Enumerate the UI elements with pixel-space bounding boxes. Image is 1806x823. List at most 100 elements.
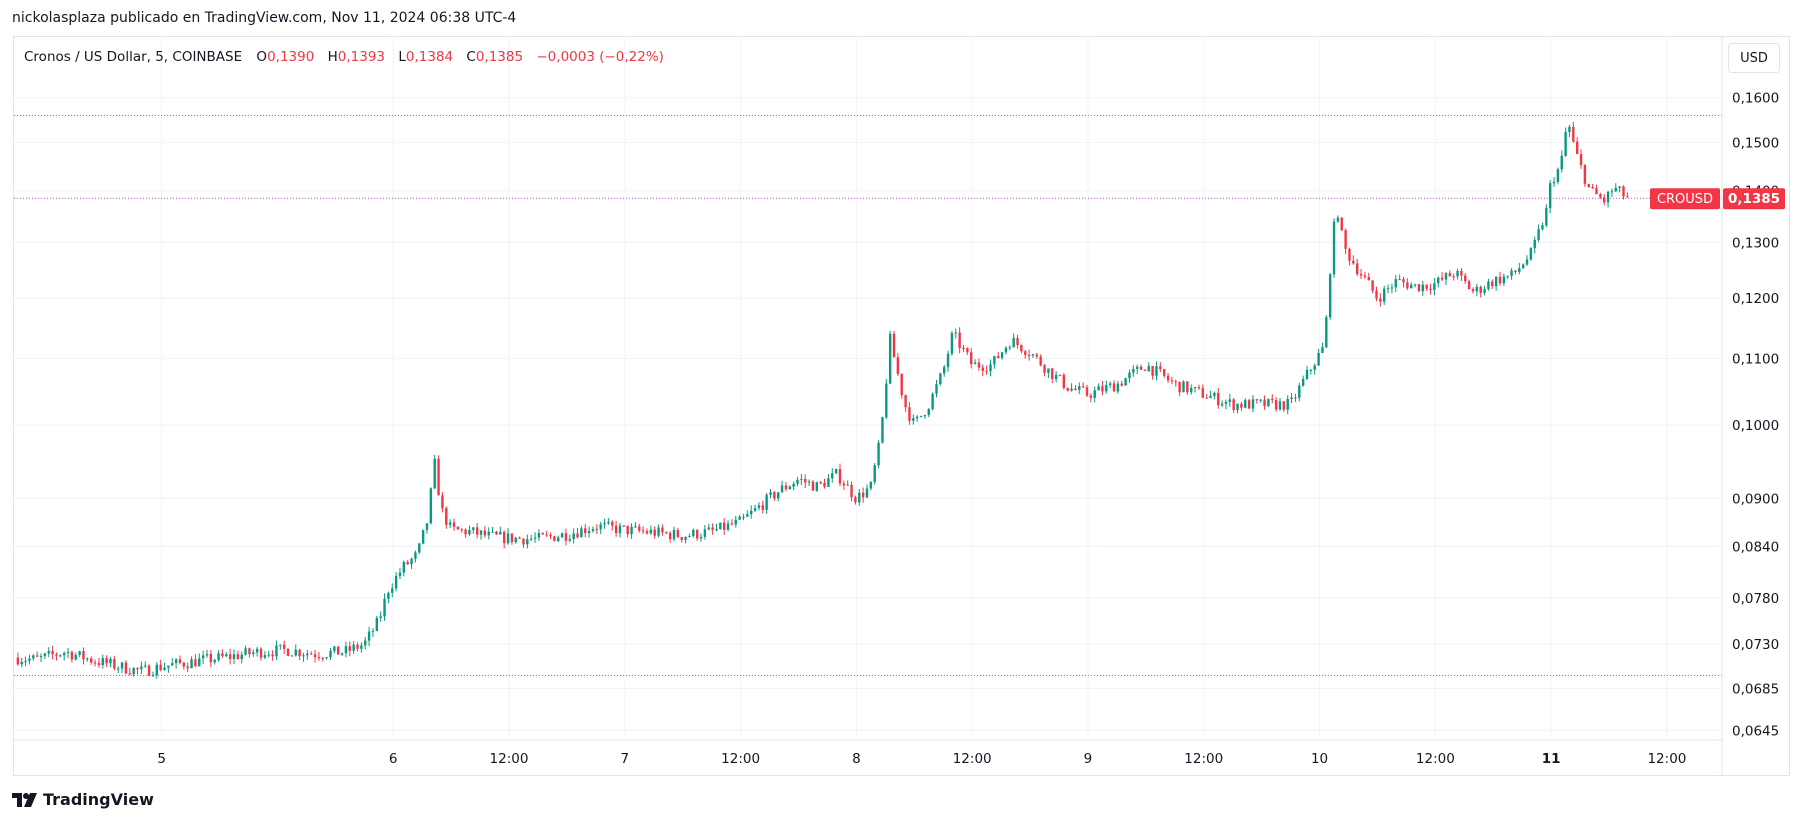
candle-body bbox=[1583, 165, 1587, 184]
candle-body bbox=[796, 479, 799, 484]
candle-body bbox=[726, 523, 730, 530]
candle-body bbox=[329, 650, 332, 658]
candle-body bbox=[1294, 397, 1297, 399]
candle-body bbox=[1190, 387, 1193, 393]
candle-body bbox=[333, 646, 336, 651]
candle-body bbox=[321, 657, 324, 659]
candle-body bbox=[113, 659, 116, 669]
candle-body bbox=[695, 530, 699, 539]
candle-body bbox=[1591, 186, 1594, 189]
candle-body bbox=[1170, 380, 1174, 382]
candle-body bbox=[614, 525, 618, 534]
candle-body bbox=[861, 492, 865, 498]
candle-body bbox=[1313, 365, 1316, 370]
candle-body bbox=[228, 654, 232, 659]
candle-body bbox=[765, 494, 768, 510]
candle-body bbox=[379, 616, 382, 618]
x-tick-label: 6 bbox=[389, 751, 398, 767]
candle-body bbox=[1247, 400, 1251, 409]
x-tick-label: 11 bbox=[1542, 751, 1561, 767]
candle-body bbox=[47, 650, 50, 654]
y-tick-label: 0,0685 bbox=[1732, 682, 1779, 698]
candle-body bbox=[128, 673, 131, 675]
candle-body bbox=[441, 495, 444, 509]
candle-body bbox=[815, 482, 819, 491]
change-value: −0,0003 (−0,22%) bbox=[536, 49, 664, 65]
candle-body bbox=[545, 534, 548, 536]
candle-body bbox=[244, 648, 247, 655]
candle-body bbox=[514, 537, 517, 543]
candle-body bbox=[560, 533, 564, 538]
candle-body bbox=[1155, 366, 1158, 376]
candle-body bbox=[919, 415, 923, 417]
candle-body bbox=[1051, 368, 1054, 380]
candle-body bbox=[1220, 403, 1224, 406]
candle-body bbox=[136, 667, 139, 670]
candle-body bbox=[881, 417, 884, 443]
candle-body bbox=[568, 539, 572, 541]
candle-body bbox=[584, 528, 587, 534]
y-tick-label: 0,0730 bbox=[1732, 637, 1779, 653]
x-tick-label: 10 bbox=[1311, 751, 1328, 767]
candle-body bbox=[1166, 375, 1170, 381]
candle-body bbox=[120, 662, 124, 669]
candle-body bbox=[1159, 366, 1162, 370]
candle-body bbox=[352, 644, 355, 651]
candle-body bbox=[850, 484, 853, 498]
candle-body bbox=[1575, 141, 1579, 154]
candle-body bbox=[1251, 399, 1255, 409]
candle-body bbox=[1128, 372, 1131, 379]
candle-body bbox=[448, 522, 452, 525]
candle-body bbox=[630, 526, 633, 535]
close-label: C bbox=[466, 49, 476, 65]
candle-body bbox=[1039, 356, 1042, 366]
candle-body bbox=[1533, 239, 1536, 249]
candle-body bbox=[1162, 369, 1166, 376]
candle-body bbox=[1456, 270, 1459, 277]
candle-body bbox=[1143, 369, 1147, 371]
candle-body bbox=[958, 332, 961, 349]
candle-body bbox=[475, 527, 479, 535]
candle-body bbox=[1622, 186, 1625, 197]
tradingview-brand: TradingView bbox=[12, 790, 154, 809]
candle-body bbox=[1120, 383, 1123, 386]
candle-body bbox=[761, 505, 764, 510]
candle-body bbox=[1259, 399, 1262, 401]
candle-body bbox=[364, 640, 367, 646]
candle-body bbox=[649, 529, 653, 534]
price-axis: 0,16000,15000,14000,13000,12000,11000,10… bbox=[1721, 36, 1779, 776]
candle-body bbox=[1112, 383, 1116, 392]
candle-body bbox=[182, 662, 186, 667]
candle-body bbox=[1352, 260, 1355, 264]
candle-body bbox=[232, 654, 236, 659]
candle-body bbox=[1537, 229, 1540, 240]
x-tick-label: 12:00 bbox=[490, 751, 529, 767]
candle-body bbox=[1078, 386, 1081, 390]
candle-body bbox=[1479, 286, 1482, 293]
candle-body bbox=[804, 478, 807, 483]
candle-body bbox=[973, 362, 977, 365]
candle-body bbox=[773, 492, 776, 499]
candle-body bbox=[1448, 273, 1452, 277]
candle-body bbox=[549, 534, 552, 537]
currency-button[interactable]: USD bbox=[1728, 43, 1780, 73]
candle-body bbox=[684, 536, 687, 540]
candle-body bbox=[668, 533, 672, 540]
candle-body bbox=[1425, 284, 1428, 289]
candle-body bbox=[213, 659, 216, 663]
candle-body bbox=[383, 598, 386, 617]
candle-body bbox=[692, 530, 695, 537]
candle-body bbox=[1471, 289, 1475, 292]
candle-body bbox=[1016, 338, 1019, 345]
candle-body bbox=[1332, 221, 1336, 275]
x-tick-label: 8 bbox=[852, 751, 861, 767]
candle-body bbox=[1274, 399, 1278, 410]
candle-body bbox=[1402, 279, 1405, 283]
candle-body bbox=[1548, 183, 1552, 208]
candle-body bbox=[935, 384, 938, 394]
candle-body bbox=[707, 527, 710, 530]
candle-body bbox=[32, 655, 35, 659]
candle-body bbox=[190, 659, 193, 669]
candle-body bbox=[16, 657, 20, 665]
